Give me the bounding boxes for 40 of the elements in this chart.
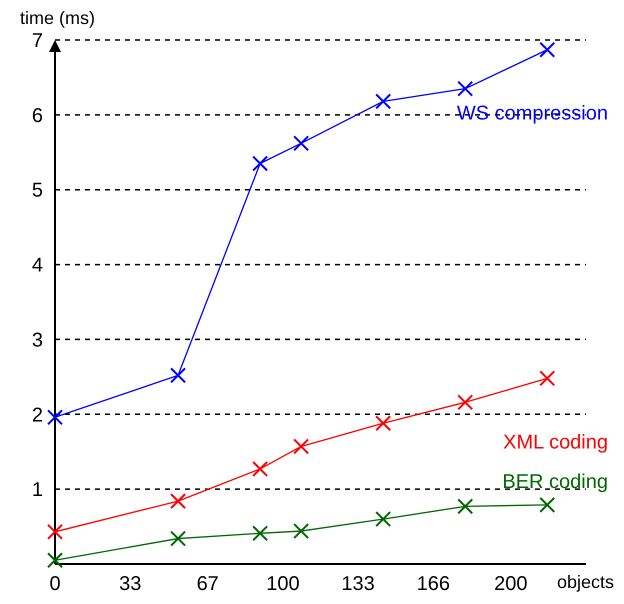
point bbox=[170, 530, 186, 547]
point bbox=[293, 523, 310, 540]
x-tick-label: 166 bbox=[416, 573, 450, 595]
series-label: XML coding bbox=[503, 431, 608, 454]
point bbox=[539, 496, 556, 513]
x-axis-title: objects bbox=[556, 572, 614, 592]
y-axis-title: time (ms) bbox=[20, 8, 95, 28]
point bbox=[375, 511, 392, 528]
x-tick-label: 33 bbox=[119, 573, 142, 595]
point bbox=[457, 394, 474, 410]
point bbox=[170, 493, 186, 510]
point bbox=[293, 438, 310, 454]
x-tick-label: 100 bbox=[266, 573, 300, 595]
point bbox=[252, 525, 268, 542]
y-tick-label: 1 bbox=[32, 479, 43, 502]
point bbox=[375, 415, 392, 432]
point bbox=[252, 460, 268, 477]
point bbox=[539, 370, 556, 386]
point bbox=[170, 367, 186, 384]
y-tick-label: 3 bbox=[32, 329, 43, 352]
x-tick-label: 200 bbox=[494, 573, 528, 595]
x-tick-label: 0 bbox=[49, 573, 61, 595]
x-tick-label: 67 bbox=[196, 573, 219, 595]
point bbox=[539, 42, 556, 58]
series-label: WS compression bbox=[456, 102, 608, 125]
point bbox=[375, 93, 392, 110]
y-tick-label: 5 bbox=[32, 180, 43, 202]
point bbox=[457, 80, 474, 97]
point bbox=[47, 524, 63, 540]
point bbox=[47, 409, 63, 426]
y-tick-label: 7 bbox=[32, 30, 43, 52]
y-tick-label: 4 bbox=[32, 254, 43, 277]
series-label: BER coding bbox=[502, 470, 608, 493]
y-tick-label: 2 bbox=[32, 404, 43, 426]
point bbox=[47, 552, 63, 568]
y-tick-label: 6 bbox=[32, 104, 43, 127]
point bbox=[293, 135, 310, 152]
point bbox=[252, 156, 268, 172]
x-tick-label: 133 bbox=[341, 573, 375, 595]
point bbox=[457, 498, 474, 514]
